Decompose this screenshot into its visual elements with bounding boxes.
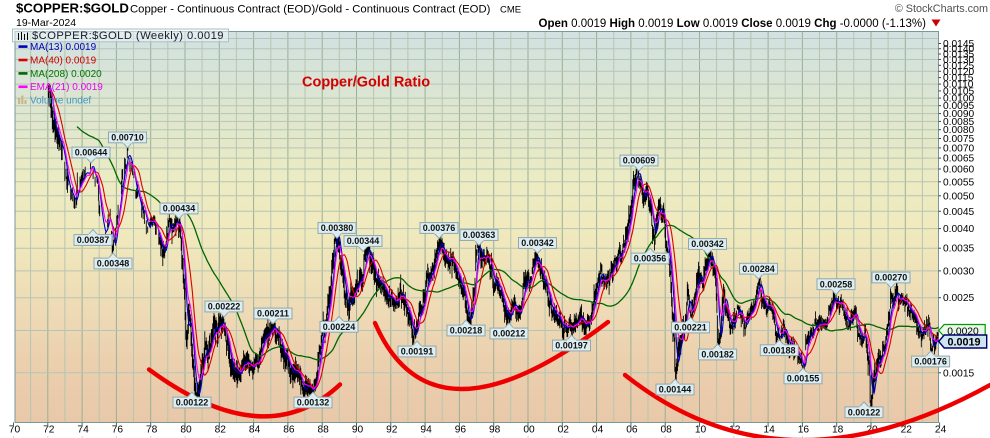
svg-text:0.00356: 0.00356 — [634, 254, 667, 264]
svg-text:76: 76 — [112, 425, 124, 436]
svg-text:84: 84 — [249, 425, 261, 436]
svg-text:0.0070: 0.0070 — [943, 143, 974, 154]
svg-text:80: 80 — [180, 425, 192, 436]
svg-text:0.00122: 0.00122 — [848, 408, 881, 418]
svg-text:0.0055: 0.0055 — [943, 177, 974, 188]
svg-text:82: 82 — [215, 425, 227, 436]
svg-text:0.00191: 0.00191 — [401, 347, 434, 357]
svg-text:Open 0.0019 High 0.0019 Low 0.: Open 0.0019 High 0.0019 Low 0.0019 Close… — [539, 18, 927, 30]
svg-text:0.0045: 0.0045 — [943, 207, 974, 218]
svg-text:0.00342: 0.00342 — [521, 238, 554, 248]
svg-text:08: 08 — [661, 425, 673, 436]
svg-text:0.00644: 0.00644 — [75, 148, 108, 158]
svg-text:0.00284: 0.00284 — [742, 264, 775, 274]
svg-text:0.00221: 0.00221 — [674, 323, 707, 333]
svg-text:0.00176: 0.00176 — [914, 357, 947, 367]
svg-text:0.0019: 0.0019 — [947, 337, 980, 349]
svg-text:$COPPER:$GOLD (Weekly) 0.0019: $COPPER:$GOLD (Weekly) 0.0019 — [32, 30, 224, 42]
svg-text:0.00211: 0.00211 — [257, 309, 289, 319]
svg-text:0.00144: 0.00144 — [659, 385, 692, 395]
svg-text:90: 90 — [352, 425, 364, 436]
svg-text:0.00710: 0.00710 — [111, 133, 144, 143]
svg-text:MA(208) 0.0020: MA(208) 0.0020 — [30, 69, 102, 80]
svg-text:Volume undef: Volume undef — [30, 95, 91, 106]
svg-text:94: 94 — [420, 425, 432, 436]
svg-text:0.0025: 0.0025 — [943, 293, 974, 304]
svg-text:MA(13) 0.0019: MA(13) 0.0019 — [30, 42, 97, 53]
svg-text:EMA(21) 0.0019: EMA(21) 0.0019 — [30, 82, 103, 93]
svg-text:0.00132: 0.00132 — [297, 398, 330, 408]
svg-text:0.0060: 0.0060 — [943, 165, 974, 176]
svg-text:22: 22 — [901, 425, 913, 436]
svg-text:0.0015: 0.0015 — [943, 368, 974, 379]
svg-text:0.00387: 0.00387 — [77, 235, 110, 245]
svg-text:0.00224: 0.00224 — [323, 322, 356, 332]
svg-text:24: 24 — [935, 425, 947, 436]
svg-text:0.0125: 0.0125 — [943, 61, 974, 72]
svg-text:92: 92 — [386, 425, 398, 436]
svg-text:0.00348: 0.00348 — [97, 259, 130, 269]
svg-text:86: 86 — [283, 425, 295, 436]
svg-text:04: 04 — [592, 425, 604, 436]
svg-text:0.0040: 0.0040 — [943, 224, 974, 235]
svg-text:16: 16 — [798, 425, 810, 436]
svg-text:0.00270: 0.00270 — [875, 273, 908, 283]
svg-text:06: 06 — [626, 425, 638, 436]
svg-text:72: 72 — [43, 425, 55, 436]
svg-text:$COPPER:$GOLD: $COPPER:$GOLD — [16, 1, 129, 16]
svg-text:Copper - Continuous Contract (: Copper - Continuous Contract (EOD)/Gold … — [130, 4, 491, 16]
svg-text:0.00376: 0.00376 — [423, 223, 456, 233]
svg-text:0.0085: 0.0085 — [943, 117, 974, 128]
svg-text:0.00182: 0.00182 — [701, 350, 734, 360]
svg-text:0.00197: 0.00197 — [555, 341, 588, 351]
svg-text:0.00380: 0.00380 — [321, 223, 354, 233]
svg-text:98: 98 — [489, 425, 501, 436]
svg-text:70: 70 — [9, 425, 21, 436]
svg-text:0.00342: 0.00342 — [691, 239, 724, 249]
svg-text:78: 78 — [146, 425, 158, 436]
svg-text:0.0020: 0.0020 — [947, 326, 979, 337]
svg-text:0.0030: 0.0030 — [943, 266, 974, 277]
svg-text:0.00363: 0.00363 — [463, 230, 496, 240]
svg-text:88: 88 — [318, 425, 330, 436]
svg-text:0.0115: 0.0115 — [943, 73, 974, 84]
svg-text:0.00222: 0.00222 — [208, 302, 241, 312]
svg-text:19-Mar-2024: 19-Mar-2024 — [16, 17, 76, 29]
svg-text:10: 10 — [695, 425, 707, 436]
svg-text:0.0120: 0.0120 — [943, 67, 974, 78]
svg-text:CME: CME — [500, 5, 521, 16]
svg-text:74: 74 — [77, 425, 89, 436]
svg-text:02: 02 — [558, 425, 570, 436]
svg-text:0.0140: 0.0140 — [943, 44, 974, 55]
svg-text:0.0080: 0.0080 — [943, 125, 974, 136]
svg-text:18: 18 — [832, 425, 844, 436]
svg-text:0.00218: 0.00218 — [450, 326, 483, 336]
svg-text:0.0075: 0.0075 — [943, 134, 974, 145]
svg-text:0.0105: 0.0105 — [943, 86, 974, 97]
svg-text:0.0100: 0.0100 — [943, 94, 974, 105]
svg-text:0.0090: 0.0090 — [943, 109, 974, 120]
svg-text:0.00609: 0.00609 — [623, 156, 656, 166]
svg-text:0.0035: 0.0035 — [943, 244, 974, 255]
svg-text:0.0110: 0.0110 — [943, 80, 974, 91]
svg-text:0.00344: 0.00344 — [347, 236, 380, 246]
svg-text:0.0145: 0.0145 — [943, 39, 974, 50]
svg-text:0.0050: 0.0050 — [943, 191, 974, 202]
svg-text:0.0135: 0.0135 — [943, 50, 974, 61]
svg-text:0.0130: 0.0130 — [943, 55, 974, 66]
svg-text:14: 14 — [763, 425, 775, 436]
svg-text:0.0065: 0.0065 — [943, 154, 974, 165]
svg-text:00: 00 — [523, 425, 535, 436]
svg-text:Copper/Gold Ratio: Copper/Gold Ratio — [302, 75, 430, 91]
svg-text:0.00212: 0.00212 — [493, 329, 526, 339]
svg-text:0.00155: 0.00155 — [787, 374, 820, 384]
svg-text:0.00122: 0.00122 — [176, 398, 209, 408]
svg-text:96: 96 — [455, 425, 467, 436]
svg-text:© StockCharts.com: © StockCharts.com — [895, 3, 988, 15]
svg-text:0.0095: 0.0095 — [943, 101, 974, 112]
svg-text:0.00188: 0.00188 — [763, 345, 796, 355]
svg-text:MA(40) 0.0019: MA(40) 0.0019 — [30, 55, 97, 66]
svg-text:0.00434: 0.00434 — [163, 204, 196, 214]
svg-text:0.00258: 0.00258 — [820, 279, 853, 289]
